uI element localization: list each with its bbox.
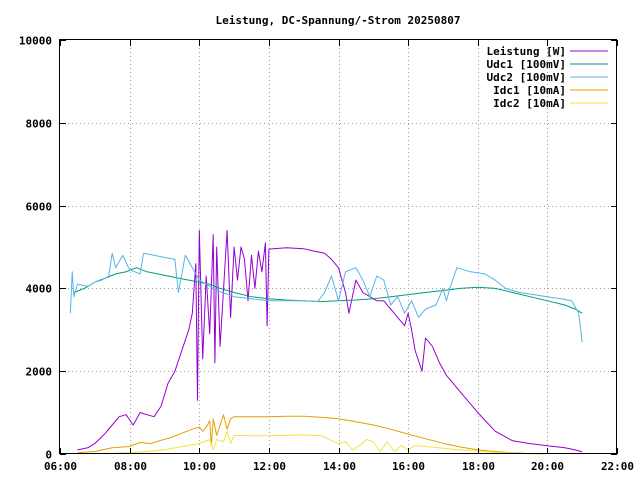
legend-label: Idc2 [10mA] (493, 97, 566, 110)
legend-label: Udc1 [100mV] (487, 58, 566, 71)
series-line-1 (77, 229, 583, 453)
legend: Leistung [W]Udc1 [100mV]Udc2 [100mV]Idc1… (487, 45, 608, 110)
series-line-4 (77, 414, 548, 455)
x-tick-label: 12:00 (253, 460, 286, 473)
x-tick-label: 22:00 (601, 460, 634, 473)
x-tick-label: 20:00 (531, 460, 564, 473)
series-line-5 (77, 430, 548, 455)
y-tick-label: 8000 (26, 118, 53, 131)
y-tick-label: 0 (45, 449, 52, 462)
plot-frame (59, 39, 617, 454)
y-tick-label: 4000 (26, 283, 53, 296)
ticks (60, 40, 618, 455)
x-tick-label: 18:00 (462, 460, 495, 473)
x-tick-label: 06:00 (44, 460, 77, 473)
tick-labels: 06:00 08:00 10:00 12:00 14:00 16:00 18:00 20:00… (19, 35, 634, 474)
legend-label: Leistung [W] (487, 45, 566, 58)
grid (60, 40, 617, 454)
x-tick-label: 10:00 (183, 460, 216, 473)
x-tick-label: 14:00 (323, 460, 356, 473)
x-tick-label: 16:00 (392, 460, 425, 473)
legend-label: Idc1 [10mA] (493, 84, 566, 97)
series-line-3 (69, 252, 583, 343)
y-tick-label: 2000 (26, 366, 53, 379)
x-tick-label: 08:00 (114, 460, 147, 473)
legend-label: Udc2 [100mV] (487, 71, 566, 84)
y-tick-label: 10000 (19, 35, 52, 48)
series-line-2 (73, 267, 583, 314)
y-tick-label: 6000 (26, 201, 53, 214)
series-layer (69, 229, 583, 455)
chart-title: Leistung, DC-Spannung/-Strom 20250807 (215, 14, 460, 27)
